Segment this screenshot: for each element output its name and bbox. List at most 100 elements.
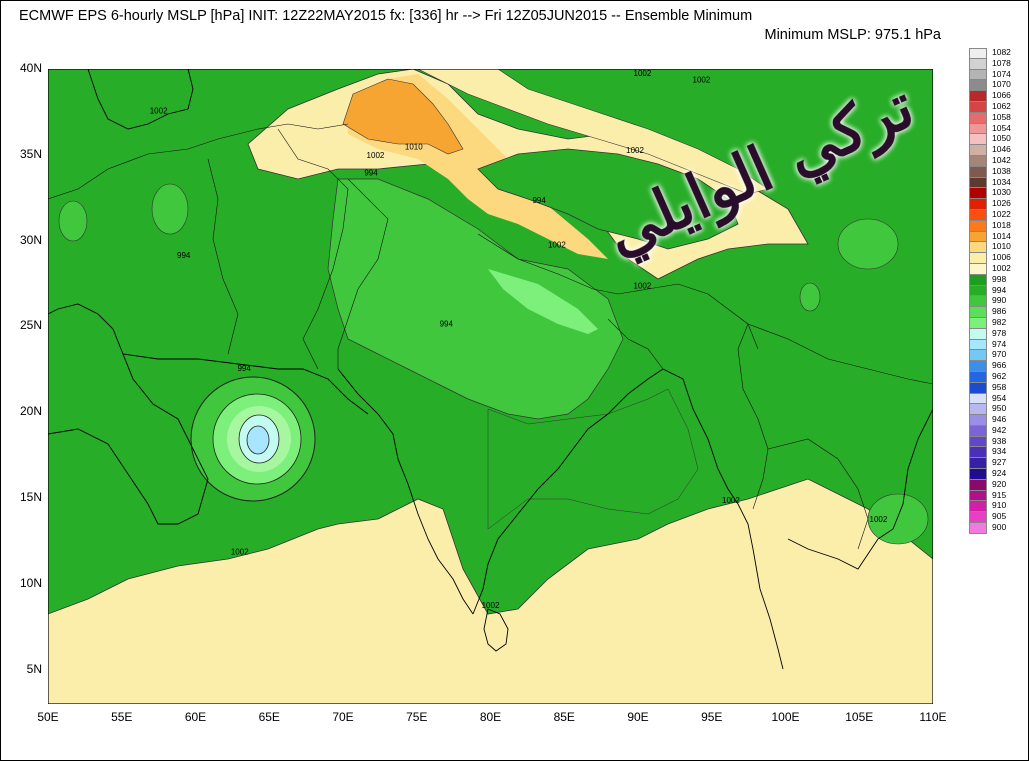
contour-labels: 1002 1010 1002 994 1002 1002 1002 994 1002 1002 99… [150,69,888,610]
colorbar-label: 962 [992,370,1007,381]
field-north-yellow [417,69,769,195]
colorbar-label: 1002 [992,262,1011,273]
contour-label: 1002 [870,515,888,524]
colorbar-entry: 910 [969,500,1019,513]
colorbar-label: 915 [992,489,1007,500]
colorbar-label: 1030 [992,187,1011,198]
colorbar-entry: 986 [969,306,1019,318]
colorbar-label: 1018 [992,219,1011,230]
colorbar-swatch [969,112,987,124]
border-afghan-pak [277,128,349,370]
colorbar-swatch [969,490,987,502]
colorbar-label: 966 [992,360,1007,371]
pressure-colorbar: 1082 1078 1074 1070 1066 1062 1058 1054 1050 1046… [969,47,1019,534]
colorbar-label: 1070 [992,79,1011,90]
colorbar-entry: 998 [969,273,1019,286]
contour-label: 1002 [367,151,385,160]
colorbar-swatch [969,69,987,81]
colorbar-entry: 1014 [969,230,1019,243]
coast-bay-east [662,368,784,670]
lon-tick-label: 50E [37,710,59,724]
border-china-se [747,323,933,385]
contour-label: 1002 [722,496,740,505]
colorbar-swatch [969,317,987,329]
colorbar-entry: 1054 [969,123,1019,135]
colorbar-swatch [969,220,987,232]
colorbar-label: 938 [992,435,1007,446]
colorbar-label: 934 [992,446,1007,457]
colorbar-swatch [969,155,987,167]
borders [48,123,933,550]
lon-tick-label: 95E [701,710,723,724]
colorbar-entry: 990 [969,295,1019,308]
colorbar-swatch [969,523,987,534]
colorbar-label: 1022 [992,208,1011,219]
contour-label: 1002 [634,69,652,78]
lat-tick-label: 40N [19,61,42,75]
border-india-nepal [477,233,619,295]
colorbar-label: 1026 [992,198,1011,209]
colorbar-entry: 927 [969,457,1019,470]
lon-tick-label: 65E [258,710,280,724]
lon-tick-label: 90E [627,710,649,724]
blob-afghan [151,183,189,235]
field-1010-1014 [342,78,464,155]
lat-tick-label: 15N [19,490,42,505]
colorbar-swatch [969,58,987,70]
colorbar-entry: 1050 [969,133,1019,146]
colorbar-swatch [969,393,987,405]
colorbar-entry: 1074 [969,68,1019,81]
colorbar-label: 1082 [992,47,1011,57]
colorbar-swatch [969,371,987,383]
colorbar-entry: 962 [969,370,1019,383]
coast-srilanka [483,608,509,652]
colorbar-label: 946 [992,414,1007,425]
colorbar-swatch [969,296,987,308]
colorbar-swatch [969,458,987,470]
coast-india-west [337,368,474,615]
field-986-990 [488,269,598,334]
colorbar-swatch [969,436,987,448]
lon-tick-label: 80E [479,710,502,724]
colorbar-label: 1042 [992,154,1011,165]
colorbar-label: 905 [992,511,1007,522]
border-ussr [48,123,349,200]
colorbar-label: 1074 [992,68,1011,79]
colorbar-label: 998 [992,273,1007,284]
blob-turan [58,200,88,242]
colorbar-entry: 1082 [969,47,1019,59]
colorbar-entry: 934 [969,446,1019,459]
colorbar-swatch [969,253,987,264]
colorbar-label: 1014 [992,230,1011,241]
contour-label: 994 [237,364,251,373]
colorbar-label: 982 [992,316,1007,327]
colorbar-label: 1038 [992,165,1011,176]
colorbar-label: 900 [992,522,1007,533]
colorbar-entry: 1062 [969,101,1019,113]
colorbar-entry: 1002 [969,262,1019,275]
lon-tick-label: 85E [553,710,575,724]
contour-label: 1002 [231,548,249,557]
colorbar-swatch [969,382,987,394]
colorbar-label: 942 [992,424,1007,435]
field-990-994 [327,178,624,420]
colorbar-entry: 994 [969,285,1019,297]
colorbar-label: 1006 [992,252,1011,263]
contour-label: 1002 [634,282,652,291]
lat-tick-label: 20N [19,404,42,419]
lat-tick-label: 10N [19,575,42,590]
coast-indochina [787,408,933,570]
colorbar-swatch [969,447,987,459]
border-iran-afghan [207,158,239,355]
colorbar-swatch [969,134,987,146]
colorbar-label: 1050 [992,133,1011,144]
colorbar-entry: 1030 [969,187,1019,200]
colorbar-swatch [969,188,987,200]
colorbar-label: 990 [992,295,1007,306]
field-tibet-994 [477,148,739,250]
border-bangladesh [607,318,664,380]
colorbar-swatch [969,307,987,318]
border-pak-india [337,178,389,369]
contour-label: 1010 [405,143,423,152]
lat-tick-label: 30N [19,232,42,247]
